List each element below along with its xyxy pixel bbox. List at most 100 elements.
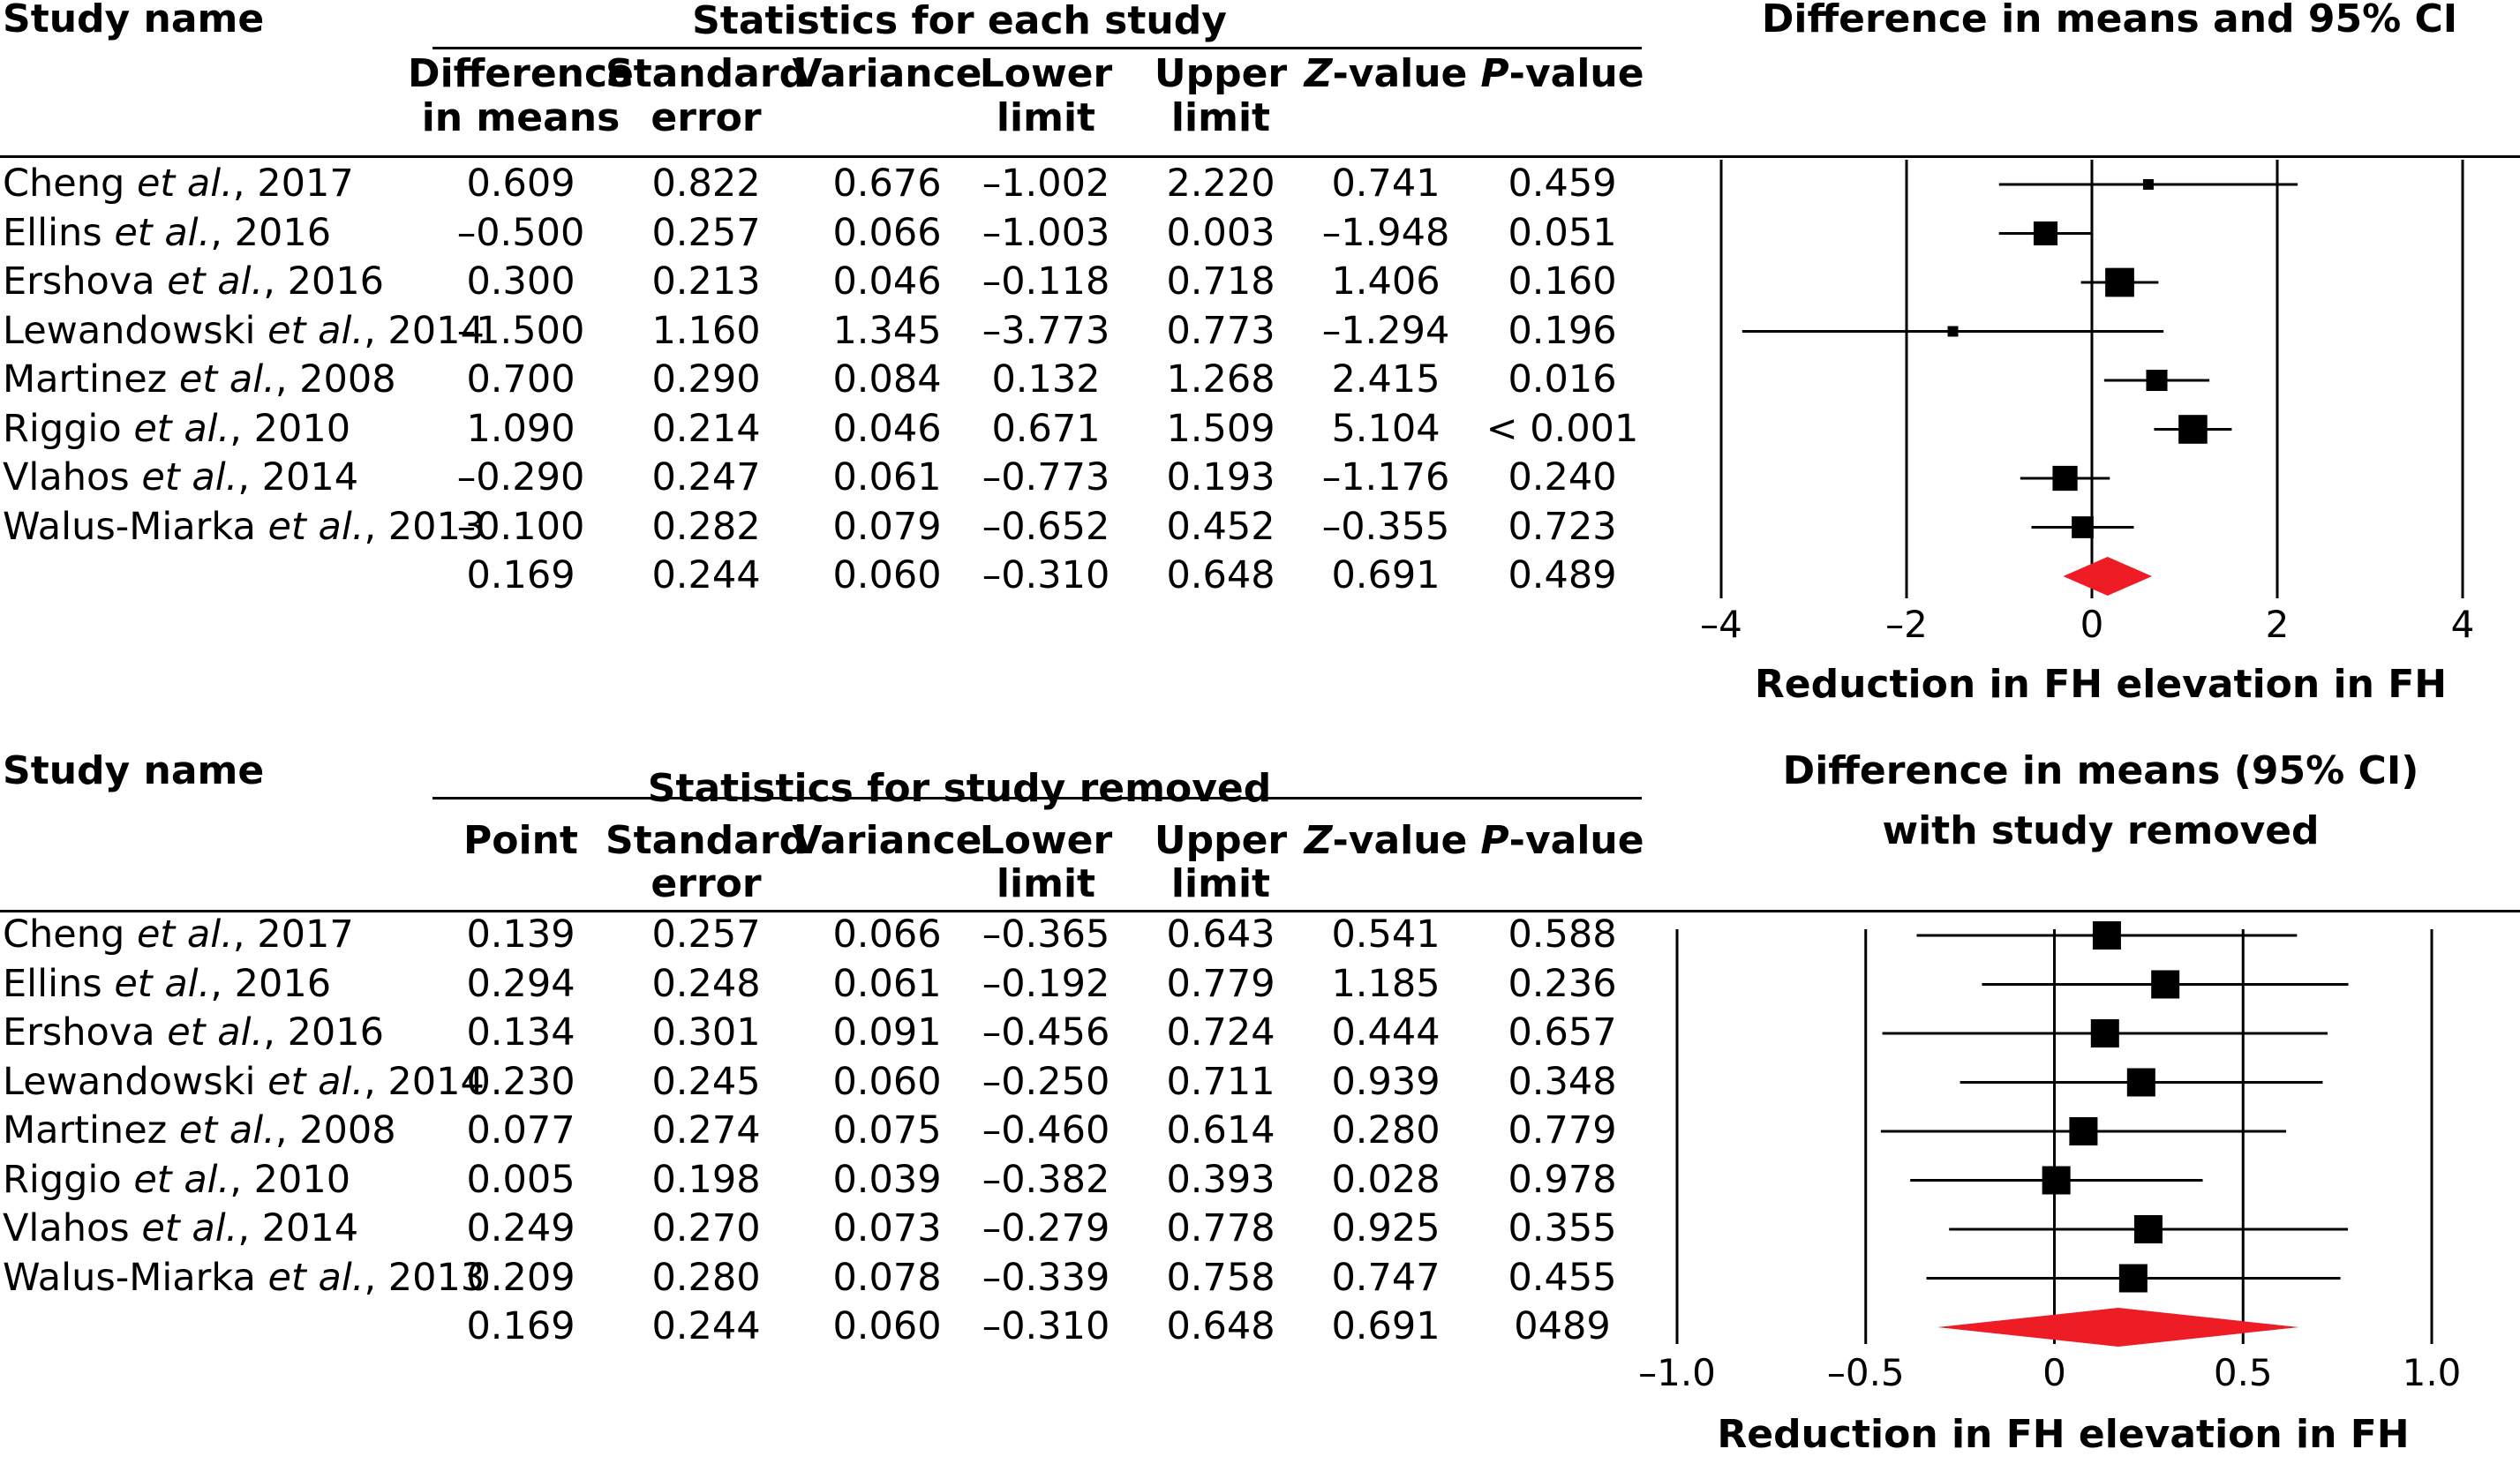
study-name-cell: Riggio et al., 2010 bbox=[3, 406, 351, 451]
x-tick-label: 1.0 bbox=[2403, 1351, 2462, 1394]
point-estimate-square bbox=[2178, 415, 2208, 444]
lower-col-cell: –0.456 bbox=[982, 1010, 1110, 1055]
diff-col-cell: 0.609 bbox=[466, 161, 575, 206]
x-tick-label: 0.5 bbox=[2214, 1351, 2273, 1394]
lower-col-cell: 0.671 bbox=[991, 406, 1101, 451]
diff-col-cell: –0.290 bbox=[456, 455, 585, 499]
p-col-cell: 0.051 bbox=[1508, 210, 1617, 255]
z-col-header-line1: Z-value bbox=[1304, 51, 1468, 96]
p-col-cell: 0.455 bbox=[1508, 1255, 1617, 1300]
se-col-cell: 0.280 bbox=[651, 1255, 761, 1300]
diff-col-header-line1: Point bbox=[463, 818, 578, 863]
statistics-header-rule bbox=[433, 47, 1642, 49]
summary-lower-col-cell: –0.310 bbox=[982, 553, 1110, 597]
z-col-cell: 0.741 bbox=[1331, 161, 1441, 206]
summary-z-col-cell: 0.691 bbox=[1331, 1304, 1441, 1348]
lower-col-cell: 0.132 bbox=[991, 357, 1101, 402]
se-col-header-line2: error bbox=[651, 861, 762, 906]
x-tick-label: 0 bbox=[2042, 1351, 2066, 1394]
point-estimate-square bbox=[2118, 1264, 2148, 1293]
study-name-cell: Martinez et al., 2008 bbox=[3, 357, 396, 402]
x-axis-label: Reduction in FH elevation in FH bbox=[1755, 662, 2447, 707]
upper-col-header-line1: Upper bbox=[1154, 818, 1288, 863]
z-col-cell: 0.444 bbox=[1331, 1010, 1441, 1055]
variance-col-cell: 0.084 bbox=[832, 357, 942, 402]
upper-col-cell: 0.778 bbox=[1166, 1206, 1275, 1250]
x-tick-label: –1.0 bbox=[1638, 1351, 1716, 1394]
study-name-header: Study name bbox=[3, 0, 265, 41]
upper-col-cell: 1.268 bbox=[1166, 357, 1275, 402]
study-name-cell: Vlahos et al., 2014 bbox=[3, 455, 359, 499]
diff-col-cell: 0.134 bbox=[466, 1010, 575, 1055]
p-col-cell: 0.978 bbox=[1508, 1157, 1617, 1202]
plot-header-line2: with study removed bbox=[1882, 808, 2320, 853]
lower-col-cell: –0.118 bbox=[982, 259, 1110, 304]
diff-col-cell: 1.090 bbox=[466, 406, 575, 451]
diff-col-cell: 0.230 bbox=[466, 1059, 575, 1104]
z-col-cell: 0.280 bbox=[1331, 1108, 1441, 1152]
diff-col-cell: –0.100 bbox=[456, 504, 585, 549]
z-col-cell: 0.925 bbox=[1331, 1206, 1441, 1250]
p-col-cell: 0.657 bbox=[1508, 1010, 1617, 1055]
plot-header-line1: Difference in means and 95% CI bbox=[1761, 0, 2458, 41]
lower-col-cell: –0.382 bbox=[982, 1157, 1110, 1202]
x-tick-label: –4 bbox=[1700, 603, 1742, 646]
diff-col-cell: 0.300 bbox=[466, 259, 575, 304]
lower-col-cell: –0.279 bbox=[982, 1206, 1110, 1250]
x-tick-label: –0.5 bbox=[1827, 1351, 1905, 1394]
se-col-cell: 0.270 bbox=[651, 1206, 761, 1250]
z-col-cell: 0.939 bbox=[1331, 1059, 1441, 1104]
point-estimate-square bbox=[2090, 1019, 2119, 1047]
plot-header-line1: Difference in means (95% CI) bbox=[1782, 748, 2419, 793]
se-col-cell: 0.248 bbox=[651, 961, 761, 1006]
study-name-cell: Cheng et al., 2017 bbox=[3, 161, 354, 206]
study-name-cell: Lewandowski et al., 2014 bbox=[3, 308, 485, 353]
p-col-cell: 0.459 bbox=[1508, 161, 1617, 206]
variance-col-cell: 0.079 bbox=[832, 504, 942, 549]
lower-col-cell: –0.250 bbox=[982, 1059, 1110, 1104]
diff-col-cell: –1.500 bbox=[456, 308, 585, 353]
se-col-cell: 0.214 bbox=[651, 406, 761, 451]
study-name-cell: Ellins et al., 2016 bbox=[3, 961, 332, 1006]
se-col-cell: 0.274 bbox=[651, 1108, 761, 1152]
variance-col-cell: 0.091 bbox=[832, 1010, 942, 1055]
point-estimate-square bbox=[2133, 1215, 2163, 1243]
z-col-cell: 0.747 bbox=[1331, 1255, 1441, 1300]
z-col-cell: 0.541 bbox=[1331, 912, 1441, 957]
study-name-cell: Lewandowski et al., 2014 bbox=[3, 1059, 485, 1104]
z-col-cell: 2.415 bbox=[1331, 357, 1441, 402]
upper-col-cell: 0.779 bbox=[1166, 961, 1275, 1006]
point-estimate-square bbox=[2072, 516, 2094, 538]
upper-col-cell: 0.643 bbox=[1166, 912, 1275, 957]
diff-col-cell: 0.077 bbox=[466, 1108, 575, 1152]
se-col-cell: 0.301 bbox=[651, 1010, 761, 1055]
table-header-rule bbox=[0, 155, 2520, 158]
variance-col-cell: 0.046 bbox=[832, 259, 942, 304]
lower-col-header-line1: Lower bbox=[979, 818, 1113, 863]
lower-col-header-line1: Lower bbox=[979, 51, 1113, 96]
se-col-cell: 0.257 bbox=[651, 912, 761, 957]
summary-p-col-cell: 0489 bbox=[1514, 1304, 1611, 1348]
lower-col-cell: –3.773 bbox=[982, 308, 1110, 353]
upper-col-header-line1: Upper bbox=[1154, 51, 1288, 96]
se-col-cell: 0.247 bbox=[651, 455, 761, 499]
upper-col-cell: 0.773 bbox=[1166, 308, 1275, 353]
variance-col-header-line1: Variance bbox=[792, 818, 982, 863]
z-col-cell: –1.294 bbox=[1321, 308, 1450, 353]
z-col-cell: 1.406 bbox=[1331, 259, 1441, 304]
diff-col-cell: 0.005 bbox=[466, 1157, 575, 1202]
variance-col-cell: 0.066 bbox=[832, 210, 942, 255]
study-name-cell: Ershova et al., 2016 bbox=[3, 1010, 385, 1055]
p-col-cell: 0.016 bbox=[1508, 357, 1617, 402]
upper-col-cell: 0.718 bbox=[1166, 259, 1275, 304]
upper-col-header-line2: limit bbox=[1170, 95, 1271, 140]
summary-diff-col-cell: 0.169 bbox=[466, 553, 575, 597]
study-name-cell: Ellins et al., 2016 bbox=[3, 210, 332, 255]
lower-col-cell: –1.002 bbox=[982, 161, 1110, 206]
x-axis-label: Reduction in FH elevation in FH bbox=[1717, 1412, 2409, 1457]
p-col-cell: 0.723 bbox=[1508, 504, 1617, 549]
p-col-header-line1: P-value bbox=[1480, 818, 1644, 863]
lower-col-cell: –0.365 bbox=[982, 912, 1110, 957]
lower-col-cell: –0.460 bbox=[982, 1108, 1110, 1152]
